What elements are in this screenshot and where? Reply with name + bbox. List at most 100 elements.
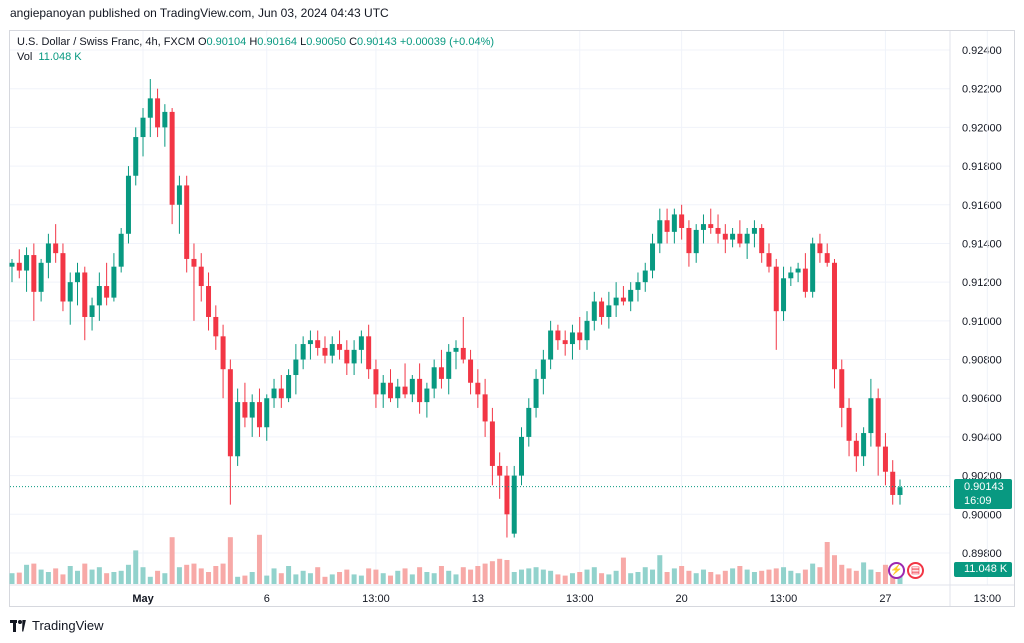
candle-body[interactable]: [613, 297, 619, 306]
candle-body[interactable]: [533, 378, 539, 408]
candle-body[interactable]: [868, 398, 874, 434]
candle-body[interactable]: [839, 369, 845, 408]
candle-body[interactable]: [475, 382, 481, 395]
candle-body[interactable]: [198, 266, 204, 287]
candle-body[interactable]: [744, 233, 750, 244]
candle-body[interactable]: [730, 233, 736, 240]
candle-body[interactable]: [111, 266, 117, 298]
candle-body[interactable]: [890, 471, 896, 495]
candle-body[interactable]: [402, 386, 408, 395]
candle-body[interactable]: [395, 386, 401, 399]
candle-body[interactable]: [882, 446, 888, 472]
candle-body[interactable]: [679, 214, 685, 228]
candle-body[interactable]: [242, 402, 248, 418]
candle-body[interactable]: [635, 282, 641, 290]
candle-body[interactable]: [45, 243, 51, 263]
candle-body[interactable]: [562, 340, 568, 345]
candle-body[interactable]: [438, 367, 444, 379]
candle-body[interactable]: [657, 220, 663, 244]
candle-body[interactable]: [300, 344, 306, 360]
candle-body[interactable]: [577, 332, 583, 341]
candle-body[interactable]: [628, 289, 634, 302]
candle-body[interactable]: [511, 475, 517, 534]
candle-body[interactable]: [759, 227, 765, 254]
candle-body[interactable]: [700, 224, 706, 230]
candle-body[interactable]: [315, 340, 321, 348]
candle-body[interactable]: [227, 369, 233, 457]
candle-body[interactable]: [184, 185, 190, 259]
candle-body[interactable]: [802, 268, 808, 292]
candle-body[interactable]: [846, 407, 852, 441]
candle-body[interactable]: [853, 440, 859, 457]
candle-body[interactable]: [671, 214, 677, 232]
candle-body[interactable]: [140, 117, 146, 138]
candle-body[interactable]: [781, 278, 787, 312]
candle-body[interactable]: [548, 330, 554, 360]
candle-body[interactable]: [620, 297, 626, 302]
chart-frame[interactable]: [9, 30, 1015, 607]
candle-body[interactable]: [75, 272, 81, 283]
candle-body[interactable]: [795, 268, 801, 273]
candle-body[interactable]: [307, 340, 313, 345]
candle-body[interactable]: [16, 262, 22, 271]
candle-body[interactable]: [24, 255, 30, 271]
candle-body[interactable]: [329, 344, 335, 356]
candle-body[interactable]: [722, 233, 728, 240]
candle-body[interactable]: [206, 286, 212, 317]
candle-body[interactable]: [322, 347, 328, 356]
candle-body[interactable]: [366, 336, 372, 370]
candle-body[interactable]: [344, 349, 350, 364]
candle-body[interactable]: [875, 398, 881, 447]
candle-body[interactable]: [235, 402, 241, 457]
candle-body[interactable]: [773, 266, 779, 312]
candle-body[interactable]: [431, 367, 437, 389]
candle-body[interactable]: [89, 305, 95, 317]
candle-body[interactable]: [213, 316, 219, 337]
candle-body[interactable]: [715, 227, 721, 234]
candle-body[interactable]: [591, 301, 597, 321]
candle-body[interactable]: [861, 433, 867, 457]
candle-body[interactable]: [824, 253, 830, 263]
candle-body[interactable]: [220, 336, 226, 370]
candle-body[interactable]: [249, 402, 255, 418]
candle-body[interactable]: [278, 388, 284, 399]
candle-body[interactable]: [468, 359, 474, 383]
candle-body[interactable]: [540, 359, 546, 379]
candle-body[interactable]: [650, 243, 656, 271]
volume-label[interactable]: Vol: [17, 51, 33, 63]
candle-body[interactable]: [453, 347, 459, 352]
candle-body[interactable]: [176, 185, 182, 205]
candle-body[interactable]: [351, 349, 357, 364]
candle-body[interactable]: [664, 220, 670, 232]
candle-body[interactable]: [817, 243, 823, 254]
candle-body[interactable]: [53, 243, 59, 254]
candle-body[interactable]: [766, 253, 772, 267]
candle-body[interactable]: [337, 344, 343, 350]
candle-body[interactable]: [256, 402, 262, 428]
candle-body[interactable]: [169, 111, 175, 205]
candle-body[interactable]: [606, 305, 612, 317]
candle-body[interactable]: [125, 175, 131, 234]
candle-body[interactable]: [264, 398, 270, 428]
candle-body[interactable]: [191, 258, 197, 267]
candle-body[interactable]: [293, 359, 299, 376]
candle-body[interactable]: [118, 233, 124, 267]
symbol-name[interactable]: U.S. Dollar / Swiss Franc, 4h, FXCM: [17, 36, 195, 48]
candle-body[interactable]: [155, 98, 161, 128]
candle-body[interactable]: [380, 382, 386, 395]
candle-body[interactable]: [897, 487, 903, 495]
candle-body[interactable]: [387, 382, 393, 399]
candle-body[interactable]: [60, 253, 66, 302]
candle-body[interactable]: [526, 407, 532, 437]
candle-body[interactable]: [82, 272, 88, 317]
candle-body[interactable]: [417, 378, 423, 403]
candle-body[interactable]: [286, 375, 292, 399]
candle-body[interactable]: [409, 378, 415, 395]
candle-body[interactable]: [569, 332, 575, 345]
candle-body[interactable]: [555, 330, 561, 341]
candle-body[interactable]: [96, 286, 102, 306]
us-flag-icon[interactable]: ▤: [907, 562, 924, 579]
candle-body[interactable]: [162, 111, 168, 128]
candle-body[interactable]: [497, 465, 503, 476]
